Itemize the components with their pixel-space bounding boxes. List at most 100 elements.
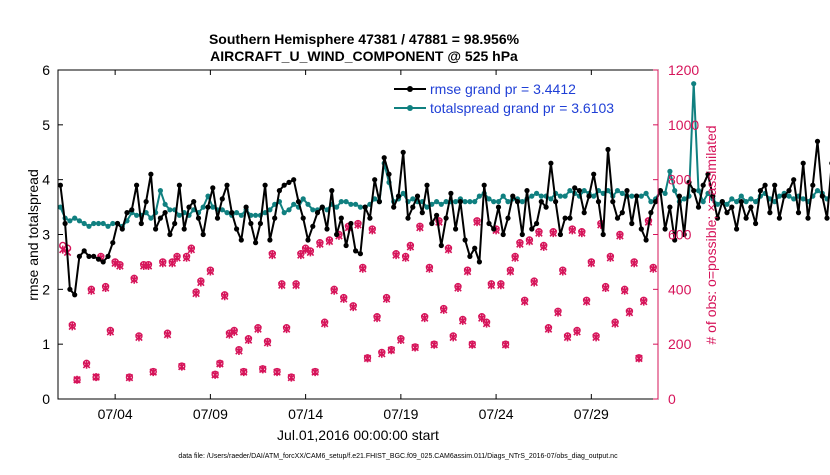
spread-point bbox=[629, 193, 635, 199]
spread-point bbox=[567, 188, 573, 194]
rmse-point bbox=[195, 215, 202, 221]
rmse-point bbox=[314, 210, 321, 216]
obs-assimilated-marker bbox=[349, 303, 358, 312]
spread-point bbox=[529, 193, 535, 199]
obs-assimilated-marker bbox=[211, 370, 219, 379]
y-right-tick-label: 200 bbox=[668, 336, 692, 352]
obs-assimilated-marker bbox=[573, 327, 581, 336]
rmse-point bbox=[648, 210, 654, 216]
rmse-point bbox=[281, 182, 287, 188]
rmse-point bbox=[734, 226, 740, 232]
rmse-point bbox=[419, 210, 425, 216]
rmse-point bbox=[224, 182, 230, 188]
spread-point bbox=[100, 220, 106, 227]
rmse-point bbox=[795, 210, 802, 216]
spread-point bbox=[672, 188, 678, 194]
obs-assimilated-marker bbox=[163, 330, 172, 339]
spread-point bbox=[338, 199, 344, 205]
obs-assimilated-marker bbox=[516, 240, 524, 249]
obs-assimilated-marker bbox=[568, 226, 577, 235]
x-tick-label: 07/29 bbox=[574, 406, 609, 422]
rmse-point bbox=[72, 292, 78, 298]
x-tick-label: 07/04 bbox=[98, 406, 133, 422]
spread-point bbox=[753, 199, 759, 205]
rmse-point bbox=[748, 204, 754, 210]
rmse-point bbox=[424, 182, 430, 188]
rmse-point bbox=[353, 248, 359, 254]
rmse-point bbox=[753, 220, 759, 227]
rmse-point bbox=[114, 220, 121, 227]
x-tick-label: 07/14 bbox=[288, 406, 323, 422]
obs-assimilated-marker bbox=[244, 336, 253, 345]
obs-assimilated-marker bbox=[411, 343, 419, 352]
rmse-point bbox=[238, 237, 244, 243]
spread-point bbox=[238, 212, 244, 218]
spread-point bbox=[200, 204, 206, 210]
obs-assimilated-marker bbox=[116, 262, 124, 271]
spread-point bbox=[743, 199, 749, 205]
chart-title-line2: AIRCRAFT_U_WIND_COMPONENT @ 525 hPa bbox=[210, 48, 518, 64]
rmse-point bbox=[700, 182, 706, 188]
obs-assimilated-marker bbox=[601, 283, 610, 292]
rmse-point bbox=[719, 199, 725, 205]
spread-point bbox=[643, 190, 649, 196]
spread-point bbox=[167, 207, 173, 213]
legend-rmse-label: rmse grand pr = 3.4412 bbox=[430, 81, 576, 97]
y-right-tick-label: 600 bbox=[668, 227, 692, 243]
spread-point bbox=[591, 193, 597, 199]
spread-point bbox=[353, 201, 359, 207]
spread-point bbox=[538, 193, 544, 199]
obs-assimilated-marker bbox=[458, 316, 467, 325]
obs-assimilated-marker bbox=[587, 259, 596, 268]
rmse-point bbox=[543, 204, 549, 210]
rmse-point bbox=[191, 199, 197, 205]
rmse-point bbox=[472, 245, 478, 251]
obs-assimilated-marker bbox=[230, 327, 238, 336]
y-axis-left: 0 1 2 3 4 5 6 bbox=[42, 62, 63, 407]
obs-assimilated-marker bbox=[68, 322, 77, 331]
spread-point bbox=[134, 212, 140, 218]
rmse-point bbox=[657, 188, 664, 194]
obs-assimilated-marker bbox=[187, 245, 196, 254]
obs-assimilated-marker bbox=[358, 264, 367, 273]
rmse-point bbox=[148, 171, 154, 177]
rmse-point bbox=[329, 188, 335, 194]
spread-point bbox=[348, 201, 354, 207]
legend-rmse-marker bbox=[407, 86, 413, 92]
obs-assimilated-marker bbox=[535, 229, 543, 238]
rmse-point bbox=[581, 210, 587, 216]
rmse-point bbox=[586, 193, 592, 199]
spread-point bbox=[176, 212, 182, 218]
spread-point bbox=[157, 188, 163, 194]
rmse-point bbox=[210, 185, 216, 191]
obs-assimilated-marker bbox=[378, 349, 386, 358]
obs-assimilated-marker bbox=[482, 319, 491, 328]
obs-assimilated-marker bbox=[520, 297, 529, 306]
rmse-point bbox=[400, 149, 406, 155]
spread-point bbox=[443, 199, 449, 205]
obs-assimilated-marker bbox=[268, 251, 277, 260]
obs-assimilated-marker bbox=[611, 319, 619, 328]
spread-point bbox=[267, 207, 273, 213]
spread-point bbox=[500, 193, 506, 199]
legend: rmse grand pr = 3.4412 totalspread grand… bbox=[394, 81, 614, 116]
rmse-point bbox=[205, 204, 211, 210]
obs-assimilated-marker bbox=[387, 346, 396, 355]
rmse-point bbox=[781, 193, 787, 199]
rmse-point bbox=[291, 177, 297, 183]
obs-assimilated-marker bbox=[382, 294, 391, 303]
spread-point bbox=[557, 193, 564, 199]
spread-point bbox=[291, 201, 297, 207]
obs-assimilated-marker bbox=[463, 267, 472, 276]
obs-assimilated-marker bbox=[554, 308, 562, 317]
rmse-point bbox=[619, 210, 625, 216]
rmse-point bbox=[410, 204, 416, 210]
rmse-point bbox=[491, 226, 497, 232]
spread-point bbox=[438, 201, 444, 207]
rmse-point bbox=[495, 204, 502, 210]
rmse-point bbox=[686, 179, 692, 185]
obs-assimilated-marker bbox=[311, 368, 319, 377]
rmse-point bbox=[262, 182, 268, 188]
rmse-point bbox=[67, 286, 73, 292]
rmse-point bbox=[357, 251, 363, 257]
